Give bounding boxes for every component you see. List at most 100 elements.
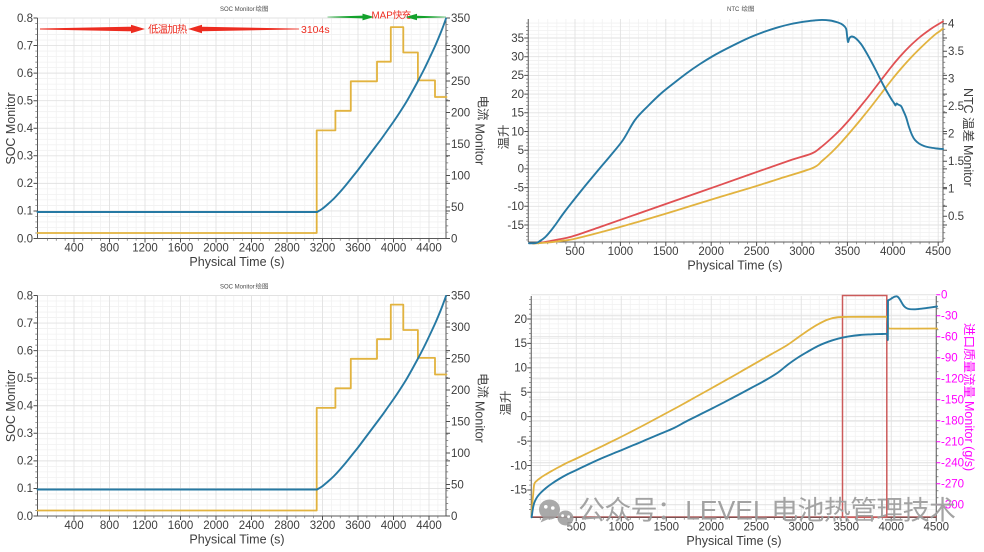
svg-text:1500: 1500 (653, 246, 679, 258)
svg-text:150: 150 (451, 416, 470, 428)
svg-text:-270: -270 (941, 479, 964, 491)
svg-text:-15: -15 (510, 485, 527, 497)
svg-text:0.0: 0.0 (17, 233, 33, 245)
svg-text:2000: 2000 (203, 520, 229, 532)
svg-text:50: 50 (451, 202, 464, 214)
svg-text:0.5: 0.5 (948, 211, 964, 223)
svg-text:3600: 3600 (345, 520, 371, 532)
svg-text:350: 350 (451, 290, 470, 302)
svg-text:0: 0 (451, 233, 457, 245)
svg-text:-5: -5 (514, 182, 524, 194)
svg-text:10: 10 (511, 126, 524, 138)
svg-text:800: 800 (100, 242, 119, 254)
svg-text:NTC: NTC (961, 88, 975, 114)
svg-text:150: 150 (451, 139, 470, 151)
svg-text:400: 400 (64, 520, 83, 532)
svg-text:30: 30 (511, 52, 524, 64)
svg-text:-30: -30 (941, 311, 958, 323)
svg-text:0: 0 (521, 411, 527, 423)
svg-text:15: 15 (514, 338, 527, 350)
svg-text:3500: 3500 (835, 246, 861, 258)
svg-text:350: 350 (451, 13, 470, 25)
svg-text:4400: 4400 (416, 242, 442, 254)
svg-text:100: 100 (451, 170, 470, 182)
svg-text:0: 0 (451, 511, 457, 523)
svg-text:4000: 4000 (880, 246, 906, 258)
svg-text:20: 20 (511, 89, 524, 101)
svg-text:1500: 1500 (653, 521, 679, 533)
svg-text:35: 35 (511, 33, 524, 45)
svg-text:Monitor (g/s): Monitor (g/s) (962, 401, 976, 471)
svg-text:3104s: 3104s (301, 24, 330, 36)
svg-text:0.6: 0.6 (17, 68, 33, 80)
svg-text:0.0: 0.0 (17, 511, 33, 523)
svg-text:3600: 3600 (345, 242, 371, 254)
svg-text:Monitor: Monitor (472, 401, 486, 443)
svg-text:0.2: 0.2 (17, 178, 33, 190)
svg-text:SOC Monitor: SOC Monitor (4, 370, 18, 442)
svg-text:2000: 2000 (698, 521, 724, 533)
svg-text:50: 50 (451, 479, 464, 491)
svg-text:1600: 1600 (168, 242, 194, 254)
svg-text:0.1: 0.1 (17, 206, 33, 218)
svg-text:1600: 1600 (168, 520, 194, 532)
svg-text:0.1: 0.1 (17, 483, 33, 495)
svg-text:-90: -90 (941, 353, 958, 365)
svg-text:Physical Time (s): Physical Time (s) (189, 532, 284, 546)
svg-text:20: 20 (514, 314, 527, 326)
svg-text:Monitor: Monitor (472, 124, 486, 166)
svg-text:25: 25 (511, 70, 524, 82)
svg-text:5: 5 (521, 387, 527, 399)
svg-text:-10: -10 (510, 460, 527, 472)
svg-text:0.6: 0.6 (17, 345, 33, 357)
svg-text:Physical Time (s): Physical Time (s) (687, 258, 782, 272)
svg-text:1200: 1200 (132, 242, 158, 254)
svg-text:SOC Monitor: SOC Monitor (220, 7, 255, 13)
svg-text:3000: 3000 (789, 246, 815, 258)
svg-text:4500: 4500 (925, 246, 951, 258)
svg-text:250: 250 (451, 353, 470, 365)
svg-text:4000: 4000 (878, 521, 904, 533)
svg-text:LEVEL: LEVEL (685, 496, 768, 526)
svg-text:2000: 2000 (203, 242, 229, 254)
svg-text:2800: 2800 (274, 242, 300, 254)
svg-text:0.8: 0.8 (17, 290, 33, 302)
svg-text:3200: 3200 (310, 242, 336, 254)
svg-text:800: 800 (100, 520, 119, 532)
svg-text:5: 5 (518, 145, 524, 157)
svg-text:-5: -5 (517, 436, 527, 448)
svg-text:0: 0 (941, 290, 947, 302)
svg-text:1000: 1000 (608, 521, 634, 533)
svg-text:0.5: 0.5 (17, 95, 33, 107)
svg-text:MAP: MAP (372, 10, 394, 21)
svg-text:2400: 2400 (239, 242, 265, 254)
svg-text:500: 500 (567, 521, 586, 533)
svg-text:4500: 4500 (923, 521, 949, 533)
svg-text:2400: 2400 (239, 520, 265, 532)
svg-text:-60: -60 (941, 332, 958, 344)
svg-text:2500: 2500 (744, 246, 770, 258)
svg-text:-210: -210 (941, 437, 964, 449)
svg-text:-15: -15 (507, 220, 524, 232)
svg-text:2500: 2500 (743, 521, 769, 533)
svg-text:4000: 4000 (381, 242, 407, 254)
svg-text:2.5: 2.5 (948, 101, 964, 113)
svg-text:Physical Time (s): Physical Time (s) (189, 255, 284, 269)
svg-text:4400: 4400 (416, 520, 442, 532)
svg-text:500: 500 (565, 246, 584, 258)
svg-text:300: 300 (451, 322, 470, 334)
svg-text:0.3: 0.3 (17, 151, 33, 163)
svg-text:4000: 4000 (381, 520, 407, 532)
svg-text:1.5: 1.5 (948, 156, 964, 168)
svg-text:3: 3 (948, 74, 954, 86)
svg-text:250: 250 (451, 76, 470, 88)
svg-text:-10: -10 (507, 201, 524, 213)
svg-text:3200: 3200 (310, 520, 336, 532)
svg-text:0.2: 0.2 (17, 456, 33, 468)
svg-text:NTC: NTC (727, 7, 740, 13)
svg-text:0.5: 0.5 (17, 373, 33, 385)
svg-text:-240: -240 (941, 458, 964, 470)
svg-text:0.3: 0.3 (17, 428, 33, 440)
svg-text:400: 400 (64, 242, 83, 254)
svg-text:2800: 2800 (274, 520, 300, 532)
